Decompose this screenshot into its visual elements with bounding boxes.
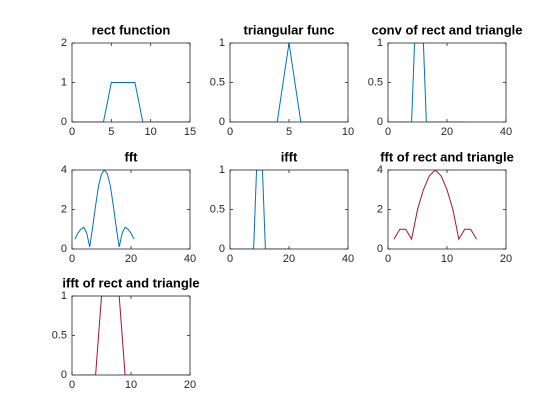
x-tick-label: 20 [441, 126, 453, 138]
x-tick-label: 0 [385, 253, 391, 265]
x-tick-label: 20 [125, 253, 137, 265]
x-tick-label: 0 [385, 126, 391, 138]
plot-area [77, 296, 190, 375]
y-tick-label: 1 [219, 164, 225, 176]
axes-background [72, 296, 190, 375]
y-tick-label: 1 [61, 76, 67, 88]
x-tick-label: 10 [125, 379, 137, 391]
y-tick-label: 0 [219, 243, 225, 255]
y-tick-label: 0.5 [210, 76, 225, 88]
x-tick-label: 10 [342, 126, 354, 138]
axes-background [72, 170, 190, 249]
y-tick-label: 4 [61, 164, 67, 176]
x-tick-label: 20 [184, 379, 196, 391]
x-tick-label: 0 [69, 379, 75, 391]
x-tick-label: 40 [184, 253, 196, 265]
y-tick-label: 4 [377, 164, 383, 176]
x-tick-label: 40 [500, 126, 512, 138]
chart-title: ifft of rect and triangle [62, 275, 199, 290]
y-tick-label: 0.5 [210, 203, 225, 215]
y-tick-label: 1 [377, 37, 383, 49]
y-tick-label: 2 [61, 37, 67, 49]
x-tick-label: 10 [441, 253, 453, 265]
axes-background [388, 43, 506, 122]
plot-area [393, 170, 477, 241]
y-tick-label: 2 [61, 203, 67, 215]
y-tick-label: 0 [377, 243, 383, 255]
x-tick-label: 0 [69, 253, 75, 265]
chart-title: fft [125, 149, 139, 164]
plot-area [72, 82, 190, 122]
y-tick-label: 0 [61, 369, 67, 381]
data-line [74, 170, 135, 248]
y-tick-label: 0 [377, 116, 383, 128]
axes-background [388, 170, 506, 249]
chart-title: conv of rect and triangle [372, 22, 523, 37]
y-tick-label: 0.5 [368, 76, 383, 88]
y-tick-label: 1 [61, 290, 67, 302]
x-tick-label: 5 [108, 126, 114, 138]
x-tick-label: 0 [69, 126, 75, 138]
axes-background [230, 43, 348, 122]
y-tick-label: 2 [377, 203, 383, 215]
data-line [72, 82, 190, 122]
axes-background [230, 170, 348, 249]
x-tick-label: 0 [227, 126, 233, 138]
y-tick-label: 0 [61, 243, 67, 255]
x-tick-label: 10 [145, 126, 157, 138]
y-tick-label: 0 [61, 116, 67, 128]
x-tick-label: 20 [500, 253, 512, 265]
chart-title: ifft [281, 149, 298, 164]
chart-title: fft of rect and triangle [380, 149, 514, 164]
y-tick-label: 1 [219, 37, 225, 49]
x-tick-label: 15 [184, 126, 196, 138]
x-tick-label: 5 [286, 126, 292, 138]
chart-title: rect function [92, 22, 171, 37]
chart-title: triangular func [243, 22, 334, 37]
x-tick-label: 40 [342, 253, 354, 265]
data-line [393, 170, 477, 241]
x-tick-label: 20 [283, 253, 295, 265]
y-tick-label: 0 [219, 116, 225, 128]
data-line [77, 296, 190, 375]
y-tick-label: 0.5 [52, 329, 67, 341]
x-tick-label: 0 [227, 253, 233, 265]
plot-area [74, 170, 135, 248]
